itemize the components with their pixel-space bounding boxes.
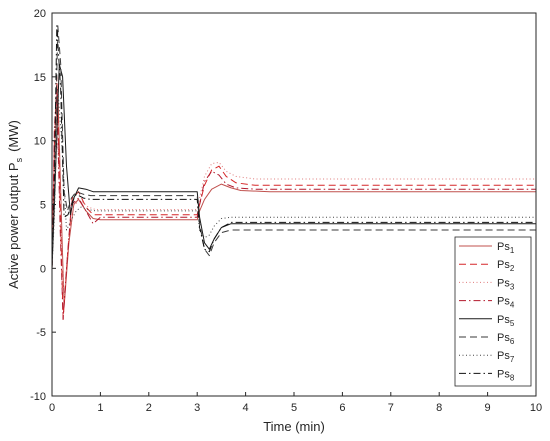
x-tick-label: 10: [530, 402, 542, 414]
legend-label-main: Ps: [497, 259, 510, 271]
legend-label-main: Ps: [497, 296, 510, 308]
y-tick-label: 20: [34, 8, 46, 20]
y-axis: -10 -5 0 5 10 15 20: [30, 8, 56, 403]
legend-label-main: Ps: [497, 241, 510, 253]
y-axis-label-main: Active power output P: [6, 162, 21, 288]
series-layer: [51, 25, 536, 320]
x-tick-label: 8: [436, 402, 442, 414]
legend-label-subscript: 5: [510, 319, 515, 328]
series-line-ps5: [51, 63, 536, 269]
y-tick-label: -10: [30, 391, 46, 403]
legend-label-subscript: 7: [510, 355, 515, 364]
legend-label-main: Ps: [497, 277, 510, 289]
y-tick-label: 15: [34, 72, 46, 84]
y-axis-label-unit: (MW): [6, 120, 21, 152]
x-tick-label: 6: [339, 402, 345, 414]
legend-label-ps5: Ps5: [497, 314, 515, 328]
x-tick-label: 3: [194, 402, 200, 414]
legend-box: [454, 236, 532, 387]
series-line-ps3: [51, 114, 536, 301]
series-line-ps4: [51, 89, 536, 320]
legend-label-ps8: Ps8: [497, 368, 515, 382]
series-line-ps6: [51, 25, 536, 269]
legend-label-main: Ps: [497, 368, 510, 380]
legend-label-ps6: Ps6: [497, 332, 515, 346]
legend-label-subscript: 2: [510, 264, 515, 273]
x-tick-label: 5: [291, 402, 297, 414]
legend-label-subscript: 8: [510, 373, 515, 382]
legend-label-main: Ps: [497, 332, 510, 344]
x-tick-label: 0: [49, 402, 55, 414]
y-tick-label: 10: [34, 136, 46, 148]
legend-label-ps7: Ps7: [497, 350, 515, 364]
legend-label-ps2: Ps2: [497, 259, 515, 273]
x-tick-label: 7: [388, 402, 394, 414]
y-tick-label: 5: [40, 200, 46, 212]
legend-label-main: Ps: [497, 350, 510, 362]
y-tick-label: 0: [40, 263, 46, 275]
y-tick-label: -5: [36, 327, 46, 339]
legend-label-ps4: Ps4: [497, 296, 515, 310]
legend-label-ps1: Ps1: [497, 241, 515, 255]
legend-label-subscript: 3: [510, 282, 515, 291]
legend-label-subscript: 4: [510, 301, 515, 310]
y-axis-label: Active power output Ps (MW): [6, 120, 24, 289]
series-line-ps8: [51, 25, 536, 269]
legend-label-main: Ps: [497, 314, 510, 326]
x-axis: 0 1 2 3 4 5 6 7 8 9 10: [49, 392, 542, 414]
legend-label-subscript: 1: [510, 246, 515, 255]
x-tick-label: 4: [243, 402, 249, 414]
x-tick-label: 1: [97, 402, 103, 414]
x-axis-label: Time (min): [263, 419, 325, 434]
y-axis-label-subscript: s: [14, 157, 24, 162]
x-tick-label: 9: [485, 402, 491, 414]
series-line-ps7: [51, 89, 536, 269]
x-tick-label: 2: [146, 402, 152, 414]
legend-label-ps3: Ps3: [497, 277, 515, 291]
legend-label-subscript: 6: [510, 337, 515, 346]
